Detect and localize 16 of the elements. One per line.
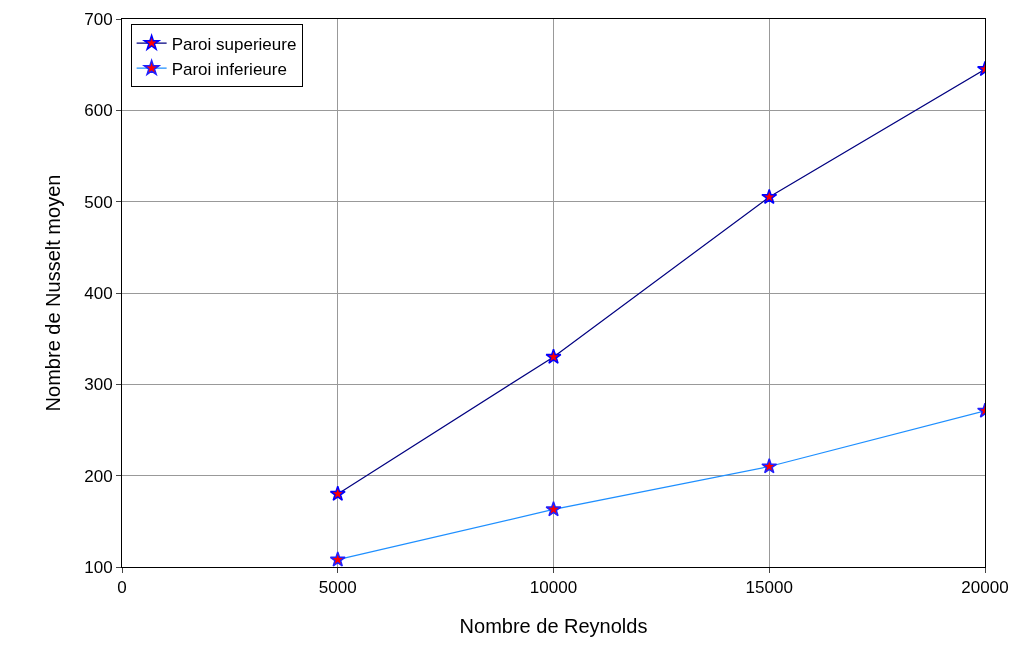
y-tick-label: 200 (84, 466, 113, 486)
legend-label: Paroi superieure (171, 34, 297, 54)
y-tick-label: 500 (84, 192, 113, 212)
y-tick-label: 700 (84, 9, 113, 29)
y-tick-label: 100 (84, 557, 113, 577)
x-tick-label: 5000 (318, 578, 357, 598)
y-tick-label: 300 (84, 375, 113, 395)
x-tick-label: 0 (117, 578, 127, 598)
x-tick-label: 20000 (961, 578, 1009, 598)
y-axis-title: Nombre de Nusselt moyen (41, 174, 64, 412)
x-axis-title: Nombre de Reynolds (459, 614, 648, 637)
x-tick-label: 10000 (529, 578, 578, 598)
y-tick-label: 600 (84, 101, 113, 121)
y-tick-label: 400 (84, 283, 113, 303)
legend-label: Paroi inferieure (171, 59, 287, 79)
x-tick-label: 15000 (745, 578, 793, 598)
